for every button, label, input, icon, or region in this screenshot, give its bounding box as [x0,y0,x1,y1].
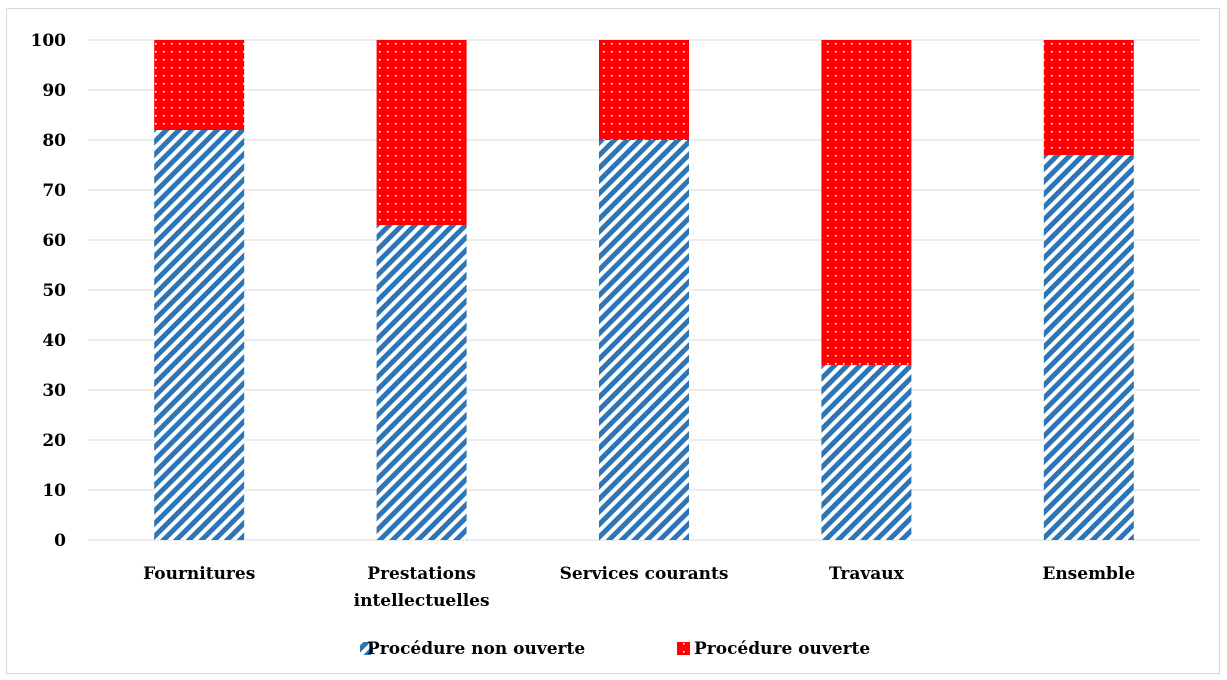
y-tick-label: 0 [54,531,66,551]
y-tick-label: 70 [42,181,66,201]
legend: Procédure non ouverte Procédure ouverte [360,639,870,659]
bar-segment [376,225,467,540]
bar-segment [821,40,912,365]
y-axis-ticks: 0 10 20 30 40 50 60 70 80 90 100 [31,31,67,551]
bar-segment [154,130,245,540]
y-tick-label: 80 [42,131,66,151]
y-tick-label: 90 [42,81,66,101]
bar-segment [376,40,467,225]
bar-segment [599,40,689,140]
x-category-label: Fournitures [143,564,255,584]
bar-segment [1043,40,1134,155]
bar-segment [154,40,245,130]
x-category-label: Ensemble [1042,564,1135,584]
legend-label: Procédure non ouverte [367,639,585,659]
y-tick-label: 10 [42,481,66,501]
y-tick-label: 60 [42,231,66,251]
legend-swatch-stripes [360,642,373,655]
y-tick-label: 20 [42,431,66,451]
x-category-label: Prestations intellectuelles [354,564,490,611]
x-axis-categories: Fournitures Prestations intellectuelles Ser… [143,564,1135,611]
y-tick-label: 100 [31,31,67,51]
y-tick-label: 40 [42,331,66,351]
legend-label: Procédure ouverte [694,639,870,659]
y-tick-label: 30 [42,381,66,401]
x-category-label: Travaux [829,564,905,584]
bars [154,40,1134,540]
bar-segment [1043,155,1134,540]
bar-segment [821,365,912,540]
x-category-label: Services courants [560,564,729,584]
y-tick-label: 50 [42,281,66,301]
bar-segment [599,140,689,540]
legend-swatch-dots [677,642,690,655]
